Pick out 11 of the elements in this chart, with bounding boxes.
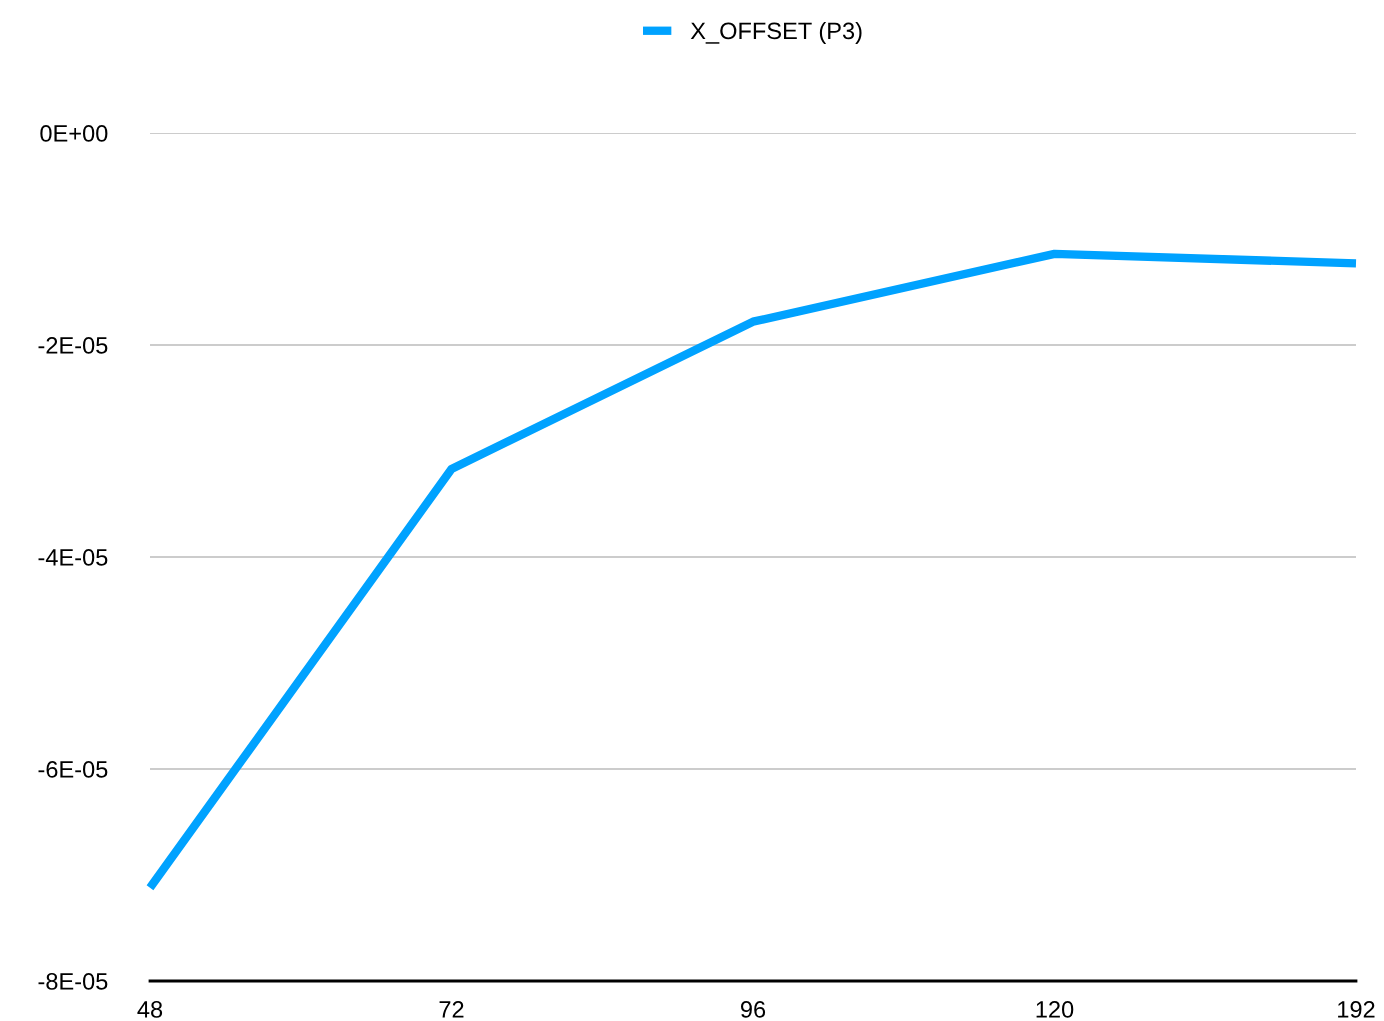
x-tick-label: 72: [439, 1001, 464, 1018]
x-tick-label: 192: [1338, 1001, 1375, 1018]
x-tick-label: 120: [1036, 1001, 1074, 1018]
y-tick-label: -4E-05: [38, 549, 108, 566]
y-tick-label: 0E+00: [40, 125, 108, 142]
y-tick-label: -2E-05: [38, 337, 108, 354]
x-tick-label: 96: [740, 1001, 766, 1018]
legend-label: X_OFFSET (P3): [690, 21, 862, 44]
x-tick-label: 48: [137, 1001, 163, 1018]
y-tick-label: -6E-05: [38, 761, 108, 778]
y-tick-label: -8E-05: [38, 973, 108, 990]
